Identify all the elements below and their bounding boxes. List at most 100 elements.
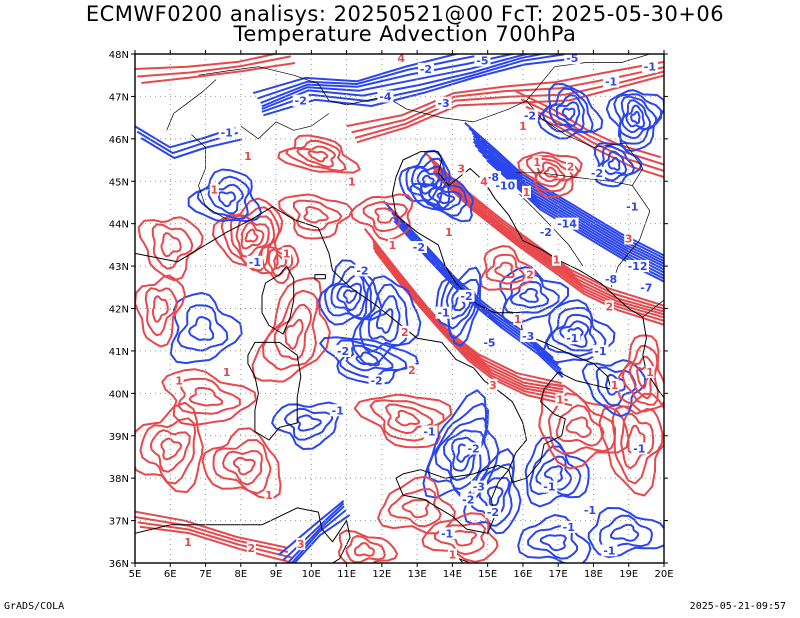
border-segment [515,172,633,186]
contour-line [345,535,386,563]
contour-line [292,199,343,232]
contour-line [278,193,354,240]
contour-label-bg [435,306,452,319]
contour-line [135,54,280,71]
contour-line [613,93,663,145]
contour-label-bg [347,175,357,188]
contour-line [319,336,419,386]
contour-line [609,523,640,542]
contour-label: 1 [611,379,619,392]
contour-line [428,187,462,211]
contour-line [605,89,664,152]
contour-label: 1 [389,239,397,252]
contour-line [561,107,576,121]
contour-label-bg [474,54,491,67]
contour-label-bg [465,442,482,455]
coastline-segment [247,341,302,441]
contour-line [211,197,284,275]
contour-line [139,417,197,485]
contour-line [355,351,380,367]
contour-line [359,283,409,353]
contour-line [296,145,337,168]
axis-ticks: 5E 6E 7E 8E 9E 10E 11E 12E 13E 14E 15E 16E 17E 18E 19E… [109,50,674,580]
contour-line [486,485,504,507]
contour-label: -1 [249,256,261,269]
contour-label-bg [603,272,620,285]
contour-label-bg [520,330,537,343]
lat-tick-label: 40N [109,389,129,400]
contour-line [284,318,304,350]
contour-labels: -2-5 -5-4 -3-2-1-1-1-1-2-2-2-2-10-8-14-12-… [174,54,658,562]
lon-tick-label: 13E [408,569,427,580]
contour-label: 2 [526,269,534,282]
contour-label-bg [209,183,219,196]
contour-line [387,488,442,528]
contour-label: -2 [337,345,349,358]
contour-line [620,412,655,470]
contour-line [543,166,559,178]
contour-line [277,134,361,174]
contour-line [524,436,590,508]
contour-line [271,401,342,450]
lon-tick-label: 8E [234,569,247,580]
contour-line [137,55,291,78]
contour-label-bg [292,94,309,107]
contour-label-bg [282,247,292,260]
contour-line [367,295,401,343]
contour-label: -2 [420,63,432,76]
lat-tick-label: 43N [109,262,129,273]
contour-line [330,274,367,318]
contour-line [354,70,664,139]
contour-line [176,304,229,352]
contour-line [474,144,664,274]
contour-label-bg [638,281,655,294]
coastline-segment [261,507,351,563]
lat-tick-label: 47N [109,92,129,103]
contour-label: 2 [567,160,575,173]
contour-line [135,515,289,553]
contour-line [555,101,581,127]
lon-tick-label: 12E [372,569,391,580]
contour-line [307,150,329,163]
lon-tick-label: 14E [443,569,462,580]
contour-label-bg [444,226,454,239]
contour-label: -2 [370,375,382,388]
lat-tick-label: 45N [109,177,129,188]
lat-tick-label: 36N [109,559,129,570]
contour-line [440,277,480,340]
contour-line [535,455,573,491]
contour-label-bg [456,162,466,175]
contour-line [135,401,204,493]
contour-label-bg [246,255,263,268]
contour-line [220,206,281,272]
lon-tick-label: 19E [619,569,638,580]
lon-tick-label: 16E [513,569,532,580]
contour-line [261,54,548,110]
contour-line [538,383,630,470]
lat-tick-label: 44N [109,220,129,231]
contour-label: 3 [625,233,633,246]
contour-label: -3 [437,97,449,110]
contour-label-bg [458,289,475,302]
coastline-segment [395,464,510,534]
contour-label: -1 [332,404,344,417]
contour-line [547,392,616,455]
contour-label-bg [532,156,542,169]
border-segment [191,134,227,220]
contour-line [519,288,539,303]
contour-label-bg [560,520,577,533]
lon-tick-label: 6E [164,569,177,580]
contour-line [346,60,664,128]
contour-label-bg [218,126,235,139]
contour-label: 1 [445,226,453,239]
contour-label-bg [513,313,523,326]
contour-line [494,261,515,279]
contour-label: 1 [184,536,192,549]
contour-line [139,525,297,563]
contour-label-bg [518,120,528,133]
contour-label-bg [439,527,456,540]
contour-line [282,502,345,562]
contour-label: 1 [553,254,561,267]
contour-line [149,429,191,473]
